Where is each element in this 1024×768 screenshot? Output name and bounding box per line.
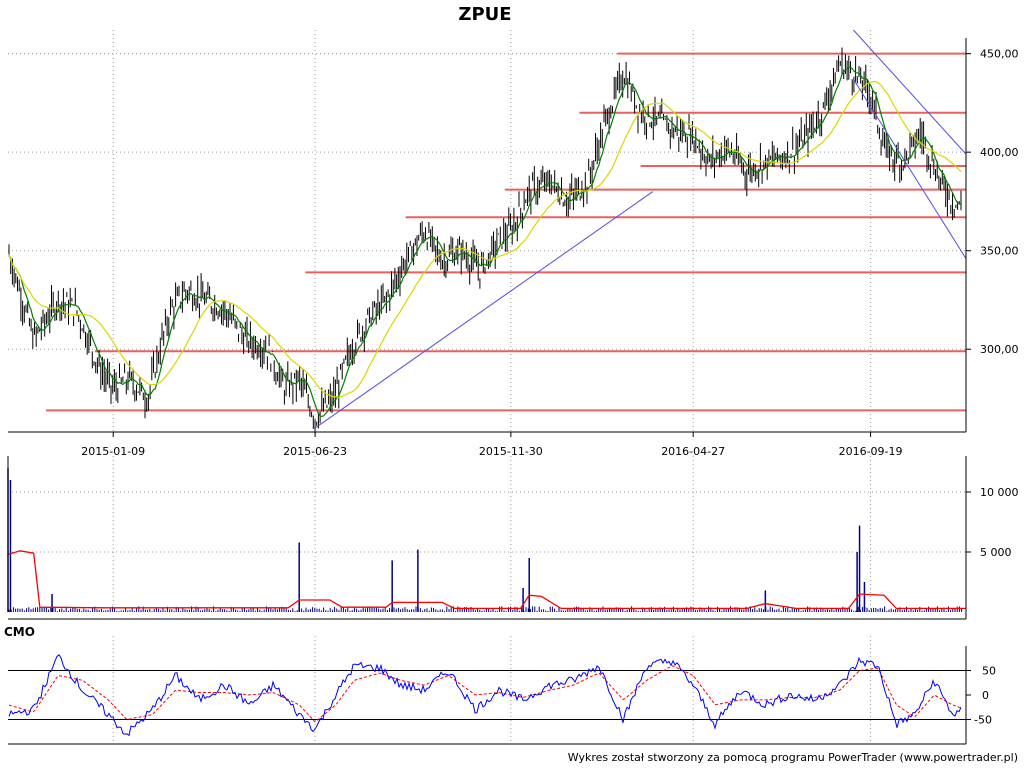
price-grid — [8, 30, 966, 744]
price-axes: 2015-01-09 2015-06-23 2015-11-30 2016-04-27… — [8, 38, 1019, 458]
cmo-line — [8, 654, 962, 737]
trendline — [853, 29, 967, 155]
y-tick-label: 300,00 — [980, 343, 1019, 356]
cmo-signal-line — [8, 665, 962, 723]
cmo-grid — [8, 670, 966, 720]
trendline — [853, 78, 967, 259]
cmo-y-tick-label: -50 — [974, 714, 992, 727]
volume-bars — [7, 468, 963, 612]
cmo-y-tick-label: 50 — [982, 665, 996, 678]
x-tick-label: 2015-06-23 — [283, 445, 347, 458]
trendline — [314, 191, 654, 429]
price-candles — [8, 47, 962, 434]
volume-panel: 10 000 5 000 — [7, 456, 1019, 620]
support-resistance-lines — [45, 52, 966, 412]
y-tick-label: 350,00 — [980, 245, 1019, 258]
x-tick-label: 2016-09-19 — [839, 445, 903, 458]
cmo-label: CMO — [4, 625, 35, 639]
x-tick-label: 2015-11-30 — [479, 445, 543, 458]
cmo-axes: 50 0 -50 — [8, 646, 996, 745]
volume-average-line — [7, 550, 966, 610]
cmo-y-tick-label: 0 — [982, 689, 989, 702]
sma-short-line — [8, 66, 962, 417]
cmo-panel: 50 0 -50 — [8, 646, 996, 745]
x-tick-label: 2016-04-27 — [661, 445, 725, 458]
y-tick-label: 400,00 — [980, 146, 1019, 159]
chart-title: ZPUE — [458, 4, 511, 25]
volume-y-tick-label: 5 000 — [980, 546, 1012, 559]
cmo-lines — [8, 654, 962, 737]
volume-grid — [8, 491, 966, 553]
price-panel: 2015-01-09 2015-06-23 2015-11-30 2016-04-27… — [8, 29, 1019, 744]
x-tick-label: 2015-01-09 — [81, 445, 145, 458]
footer-credit: Wykres został stworzony za pomocą progra… — [568, 751, 1018, 764]
volume-axes: 10 000 5 000 — [7, 456, 1019, 620]
moving-averages — [8, 66, 962, 417]
y-tick-label: 450,00 — [980, 48, 1019, 61]
trendlines — [314, 29, 967, 429]
sma-long-line — [8, 80, 962, 399]
volume-y-tick-label: 10 000 — [980, 486, 1019, 499]
volume-average — [7, 550, 966, 610]
